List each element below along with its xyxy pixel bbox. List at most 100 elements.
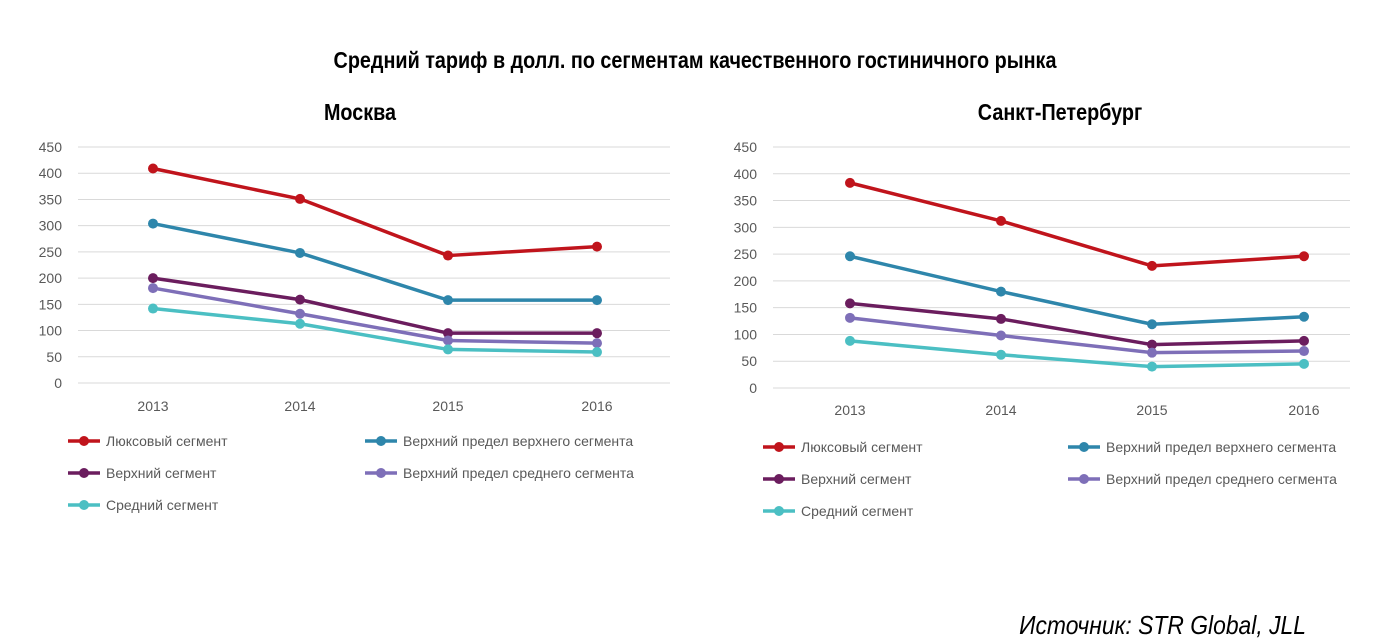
- data-point: [996, 215, 1006, 226]
- data-point: [443, 328, 453, 339]
- chart-spb: 0 50 100 150 200 250 300 350 400 450 2013 2014 2015 2…: [734, 139, 1350, 519]
- legend-marker: [774, 442, 784, 452]
- data-point: [1299, 358, 1309, 369]
- y-tick-label: 250: [39, 244, 63, 260]
- legend-label: Люксовый сегмент: [801, 439, 923, 455]
- data-point: [845, 251, 855, 262]
- source-note: Источник: STR Global, JLL: [1019, 610, 1306, 640]
- data-point: [996, 286, 1006, 297]
- legend-label: Верхний сегмент: [106, 465, 217, 481]
- y-tick-label: 150: [39, 296, 63, 312]
- data-point: [148, 163, 158, 174]
- y-tick-label: 400: [39, 165, 63, 181]
- legend-label: Люксовый сегмент: [106, 433, 228, 449]
- data-point: [1299, 311, 1309, 322]
- data-point: [1147, 260, 1157, 271]
- y-tick-label: 50: [46, 349, 62, 365]
- data-point: [845, 298, 855, 309]
- y-tick-label: 0: [749, 380, 757, 396]
- y-tick-label: 0: [54, 375, 62, 391]
- x-tick-label: 2013: [834, 402, 865, 418]
- data-point: [295, 193, 305, 204]
- data-point: [845, 335, 855, 346]
- x-tick-label: 2014: [985, 402, 1016, 418]
- data-point: [148, 283, 158, 294]
- x-tick-label: 2015: [432, 398, 463, 414]
- legend-label: Средний сегмент: [801, 503, 914, 519]
- y-tick-label: 50: [741, 353, 757, 369]
- data-point: [295, 247, 305, 258]
- y-tick-label: 300: [39, 218, 63, 234]
- data-point: [443, 295, 453, 306]
- chart-moscow: 0 50 100 150 200 250 300 350 400 450 2013 2014 2015 2…: [39, 139, 670, 513]
- series-line: [151, 306, 599, 354]
- data-point: [443, 250, 453, 261]
- x-tick-label: 2016: [581, 398, 612, 414]
- data-point: [996, 313, 1006, 324]
- x-tick-label: 2016: [1288, 402, 1319, 418]
- data-point: [1147, 347, 1157, 358]
- data-point: [295, 308, 305, 319]
- chart-title-moscow: Москва: [323, 99, 397, 125]
- legend-label: Верхний сегмент: [801, 471, 912, 487]
- legend-label: Верхний предел верхнего сегмента: [1106, 439, 1336, 455]
- legend-label: Верхний предел верхнего сегмента: [403, 433, 633, 449]
- y-tick-label: 450: [39, 139, 63, 155]
- legend-marker: [1079, 474, 1089, 484]
- series-line: [151, 286, 599, 345]
- y-tick-label: 200: [39, 270, 63, 286]
- x-tick-label: 2013: [137, 398, 168, 414]
- data-point: [1299, 251, 1309, 262]
- data-point: [592, 347, 602, 358]
- data-point: [295, 318, 305, 329]
- data-point: [1299, 346, 1309, 357]
- legend-label: Верхний предел среднего сегмента: [403, 465, 634, 481]
- data-point: [295, 294, 305, 305]
- y-tick-label: 300: [734, 219, 758, 235]
- data-point: [148, 303, 158, 314]
- series-line: [151, 166, 599, 258]
- data-point: [592, 328, 602, 339]
- data-point: [845, 312, 855, 323]
- data-point: [1147, 319, 1157, 330]
- data-point: [1299, 335, 1309, 346]
- y-tick-label: 400: [734, 166, 758, 182]
- x-tick-label: 2015: [1136, 402, 1167, 418]
- y-tick-label: 350: [39, 191, 63, 207]
- y-tick-label: 150: [734, 300, 758, 316]
- data-point: [592, 295, 602, 306]
- legend-marker: [774, 474, 784, 484]
- y-tick-label: 200: [734, 273, 758, 289]
- series-line: [848, 181, 1306, 268]
- chart-title-spb: Санкт-Петербург: [977, 99, 1143, 125]
- main-title: Средний тариф в долл. по сегментам качес…: [333, 47, 1057, 73]
- series-line: [848, 316, 1306, 355]
- y-tick-label: 350: [734, 193, 758, 209]
- legend-marker: [1079, 442, 1089, 452]
- data-point: [443, 344, 453, 355]
- data-point: [148, 218, 158, 229]
- legend-marker: [79, 500, 89, 510]
- series-line: [848, 301, 1306, 347]
- legend-label: Средний сегмент: [106, 497, 219, 513]
- y-tick-label: 100: [39, 323, 63, 339]
- legend-marker: [79, 436, 89, 446]
- data-point: [148, 273, 158, 284]
- legend-label: Верхний предел среднего сегмента: [1106, 471, 1337, 487]
- series-line: [151, 276, 599, 335]
- legend-marker: [376, 436, 386, 446]
- y-tick-label: 450: [734, 139, 758, 155]
- legend-marker: [79, 468, 89, 478]
- legend-marker: [376, 468, 386, 478]
- data-point: [443, 335, 453, 346]
- x-tick-label: 2014: [284, 398, 315, 414]
- data-point: [996, 349, 1006, 360]
- series-line: [151, 221, 599, 302]
- y-tick-label: 250: [734, 246, 758, 262]
- data-point: [592, 241, 602, 252]
- series-line: [848, 254, 1306, 327]
- series-line: [848, 339, 1306, 369]
- data-point: [1147, 339, 1157, 350]
- legend-marker: [774, 506, 784, 516]
- data-point: [592, 338, 602, 349]
